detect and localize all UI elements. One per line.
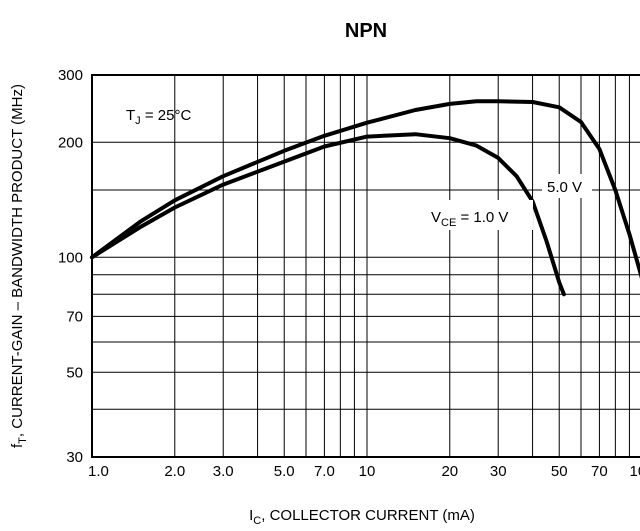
series-line-1 bbox=[90, 132, 566, 297]
x-tick-label: 10 bbox=[359, 463, 376, 480]
x-tick-label: 7.0 bbox=[314, 463, 335, 480]
series-2-label: 5.0 V bbox=[547, 179, 582, 196]
y-tick-label: 50 bbox=[66, 364, 83, 381]
x-tick-label: 3.0 bbox=[213, 463, 234, 480]
y-tick-label: 30 bbox=[66, 449, 83, 466]
series-1-label: VCE = 1.0 V bbox=[431, 209, 508, 229]
series-2-label-bg bbox=[542, 174, 592, 198]
x-tick-label: 5.0 bbox=[274, 463, 295, 480]
y-tick-label: 70 bbox=[66, 308, 83, 325]
y-axis-label: fT, CURRENT-GAIN – BANDWIDTH PRODUCT (MH… bbox=[9, 84, 29, 448]
x-tick-label: 100 bbox=[629, 463, 640, 480]
chart-title: NPN bbox=[345, 20, 387, 42]
curves bbox=[90, 99, 640, 297]
y-tick-label: 100 bbox=[58, 249, 83, 266]
x-axis-label: IC, COLLECTOR CURRENT (mA) bbox=[249, 507, 475, 527]
x-tick-label: 50 bbox=[551, 463, 568, 480]
x-tick-label: 70 bbox=[591, 463, 608, 480]
x-tick-label: 1.0 bbox=[88, 463, 109, 480]
x-tick-label: 20 bbox=[441, 463, 458, 480]
x-tick-label: 30 bbox=[490, 463, 507, 480]
plot-frame bbox=[91, 74, 640, 458]
y-tick-label: 200 bbox=[58, 134, 83, 151]
series-1-label-bg bbox=[425, 200, 533, 230]
x-tick-label: 2.0 bbox=[164, 463, 185, 480]
y-tick-label: 300 bbox=[58, 67, 83, 84]
labels: 1.0 2.0 3.0 5.0 7.0 10 20 30 50 70 100 30 50 70 100 200… bbox=[9, 67, 640, 527]
series-line-2 bbox=[90, 99, 640, 279]
temperature-annotation: TJ = 25°C bbox=[126, 107, 191, 127]
grid bbox=[91, 74, 640, 458]
